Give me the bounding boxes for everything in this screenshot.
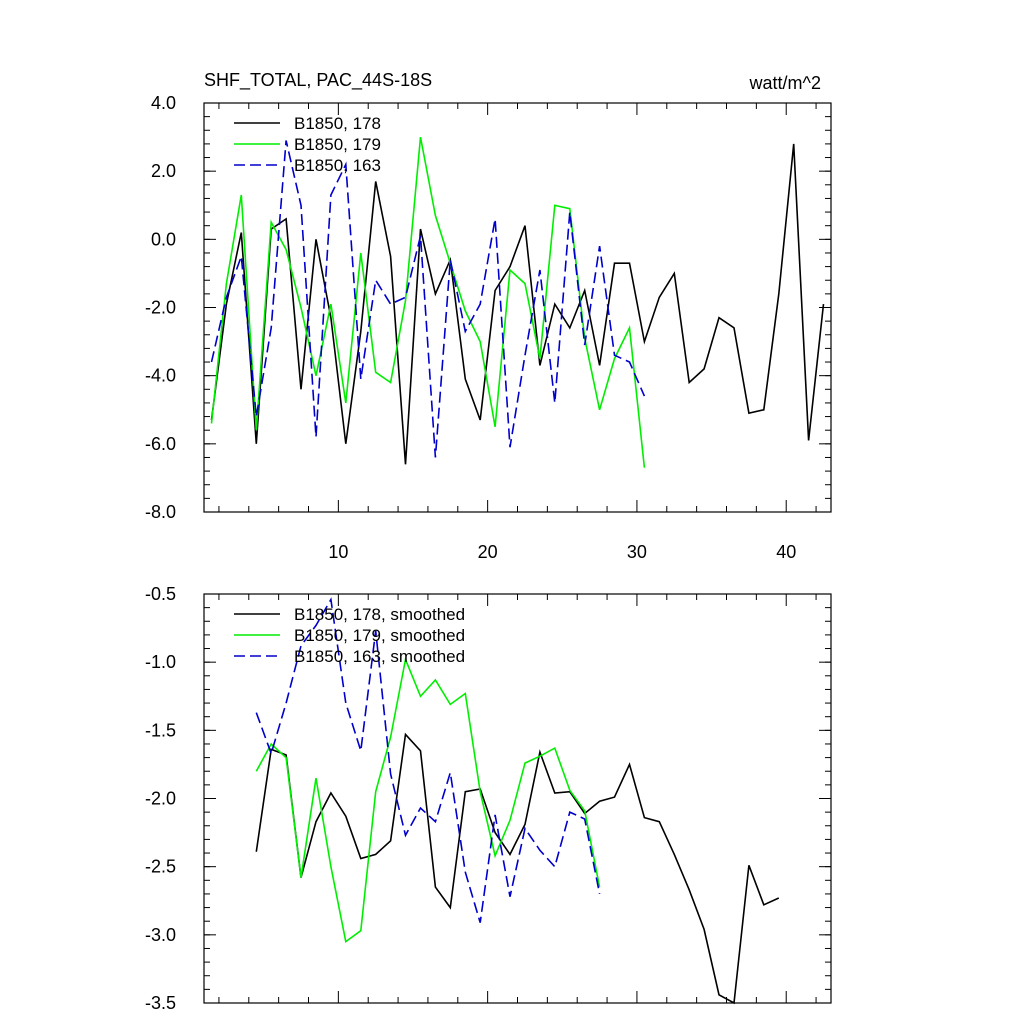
y-tick-label: -6.0 [145, 434, 176, 454]
chart-units: watt/m^2 [749, 73, 821, 93]
y-tick-label: -1.5 [145, 720, 176, 740]
series-line-3 [255, 597, 601, 923]
chart-title: SHF_TOTAL, PAC_44S-18S [204, 70, 432, 91]
y-tick-label: 2.0 [151, 161, 176, 181]
chart-panel-1: 4.0 2.0 0.0 -2.0 -4.0 -6.0 -8.0 10 20 30 40 SHF_TOT… [145, 70, 832, 562]
legend-label-2: B1850, 179 [294, 135, 381, 154]
x-tick-label: 20 [478, 542, 498, 562]
series-line-2 [210, 136, 646, 468]
y-tick-label: -2.5 [145, 857, 176, 877]
series-line-1 [255, 732, 780, 1005]
y-tick-label: -8.0 [145, 502, 176, 522]
y-tick-label: 4.0 [151, 93, 176, 113]
y-tick-label: -2.0 [145, 789, 176, 809]
legend-label-1: B1850, 178, smoothed [294, 605, 465, 624]
y-tick-label: -3.0 [145, 925, 176, 945]
y-tick-label: -0.5 [145, 584, 176, 604]
legend-label-3: B1850, 163, smoothed [294, 647, 465, 666]
x-tick-label: 30 [627, 542, 647, 562]
x-tick-label: 40 [776, 542, 796, 562]
x-tick-label: 10 [328, 542, 348, 562]
series-line-2 [255, 656, 601, 943]
y-tick-label: -4.0 [145, 366, 176, 386]
chart-panel-2: -0.5 -1.0 -1.5 -2.0 -2.5 -3.0 -3.5 B1850, 178, … [145, 584, 832, 1013]
legend-label-2: B1850, 179, smoothed [294, 626, 465, 645]
y-tick-label: -1.0 [145, 652, 176, 672]
legend-label-1: B1850, 178 [294, 114, 381, 133]
series-line-1 [210, 143, 825, 465]
y-tick-label: 0.0 [151, 229, 176, 249]
y-tick-label: -2.0 [145, 298, 176, 318]
series-line-3 [210, 140, 646, 458]
legend-label-3: B1850, 163 [294, 156, 381, 175]
y-tick-label: -3.5 [145, 993, 176, 1013]
